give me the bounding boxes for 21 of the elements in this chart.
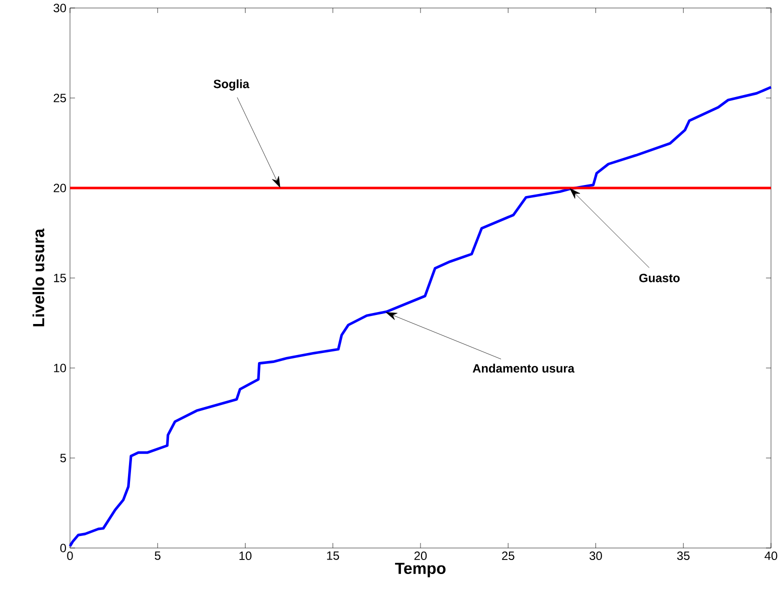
annotation: Andamento usura bbox=[472, 364, 575, 373]
x-tick-label: 20 bbox=[414, 552, 427, 560]
y-tick-label: 15 bbox=[54, 274, 66, 282]
y-tick-label: 5 bbox=[60, 454, 66, 462]
x-tick-label: 40 bbox=[764, 552, 778, 560]
x-axis-title: Tempo bbox=[395, 562, 446, 578]
x-tick-label: 25 bbox=[502, 552, 514, 560]
x-tick-label: 0 bbox=[67, 552, 73, 560]
x-tick-label: 10 bbox=[240, 552, 252, 560]
y-axis-title: Livello usura bbox=[32, 228, 44, 326]
y-tick-label: 30 bbox=[54, 4, 66, 12]
y-tick-label: 0 bbox=[60, 544, 66, 552]
x-tick-label: 30 bbox=[590, 552, 602, 560]
annotation: Soglia bbox=[214, 79, 250, 91]
y-tick-label: 20 bbox=[54, 184, 66, 192]
annotation: Guasto bbox=[639, 274, 680, 282]
x-tick-label: 35 bbox=[677, 552, 690, 560]
y-tick-label: 10 bbox=[54, 364, 66, 372]
y-tick-label: 25 bbox=[54, 94, 66, 102]
x-tick-label: 15 bbox=[327, 552, 340, 560]
x-tick-label: 5 bbox=[154, 552, 160, 560]
